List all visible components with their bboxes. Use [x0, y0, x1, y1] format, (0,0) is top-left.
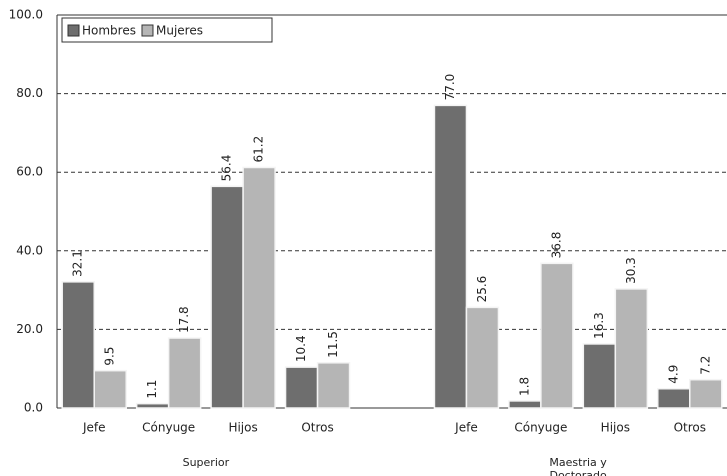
data-label: 10.4 [294, 335, 308, 362]
x-tick-label: Cónyuge [142, 421, 195, 435]
legend-box [61, 17, 273, 43]
bar [316, 362, 351, 409]
y-tick-label: 0.0 [24, 401, 43, 415]
data-label: 77.0 [443, 74, 457, 101]
bar [508, 400, 542, 409]
group-label: Maestria y Doctorado [549, 456, 607, 476]
data-label: 1.1 [145, 380, 159, 399]
legend-swatch [141, 24, 154, 37]
x-tick-label: Otros [301, 421, 333, 435]
data-label: 56.4 [220, 155, 234, 182]
bar [210, 185, 244, 409]
x-tick-label: Jefe [82, 421, 106, 435]
bar [167, 337, 202, 409]
x-tick-label: Cónyuge [514, 421, 567, 435]
y-tick-label: 60.0 [16, 165, 43, 179]
x-tick-label: Hijos [601, 421, 630, 435]
data-label: 25.6 [475, 276, 489, 303]
x-tick-label: Otros [674, 421, 706, 435]
data-label: 30.3 [624, 257, 638, 284]
bar [465, 306, 500, 409]
data-label: 9.5 [103, 347, 117, 366]
bar [93, 369, 127, 409]
y-tick-label: 80.0 [16, 86, 43, 100]
bar [61, 281, 95, 409]
bar [614, 288, 649, 409]
data-label: 4.9 [666, 365, 680, 384]
data-label: 11.5 [326, 331, 340, 358]
data-label: 61.2 [252, 136, 266, 163]
bar [242, 166, 276, 409]
data-label: 36.8 [549, 232, 563, 259]
bar [540, 262, 574, 409]
y-tick-label: 100.0 [9, 8, 43, 22]
data-label: 16.3 [592, 312, 606, 339]
data-label: 7.2 [698, 356, 712, 375]
group-label: Superior [182, 456, 230, 469]
x-tick-label: Jefe [454, 421, 478, 435]
data-label: 1.8 [517, 377, 531, 396]
bar [135, 402, 170, 409]
bar [657, 387, 691, 409]
bar [582, 343, 617, 409]
x-tick-label: Hijos [228, 421, 257, 435]
legend-label: Mujeres [156, 24, 203, 38]
bar [689, 378, 723, 409]
y-tick-label: 20.0 [16, 322, 43, 336]
legend-label: Hombres [82, 24, 136, 38]
bar [284, 366, 319, 409]
legend-swatch [67, 24, 80, 37]
data-label: 17.8 [177, 306, 191, 333]
bar [433, 104, 468, 409]
y-tick-label: 40.0 [16, 243, 43, 257]
data-label: 32.1 [71, 250, 85, 277]
